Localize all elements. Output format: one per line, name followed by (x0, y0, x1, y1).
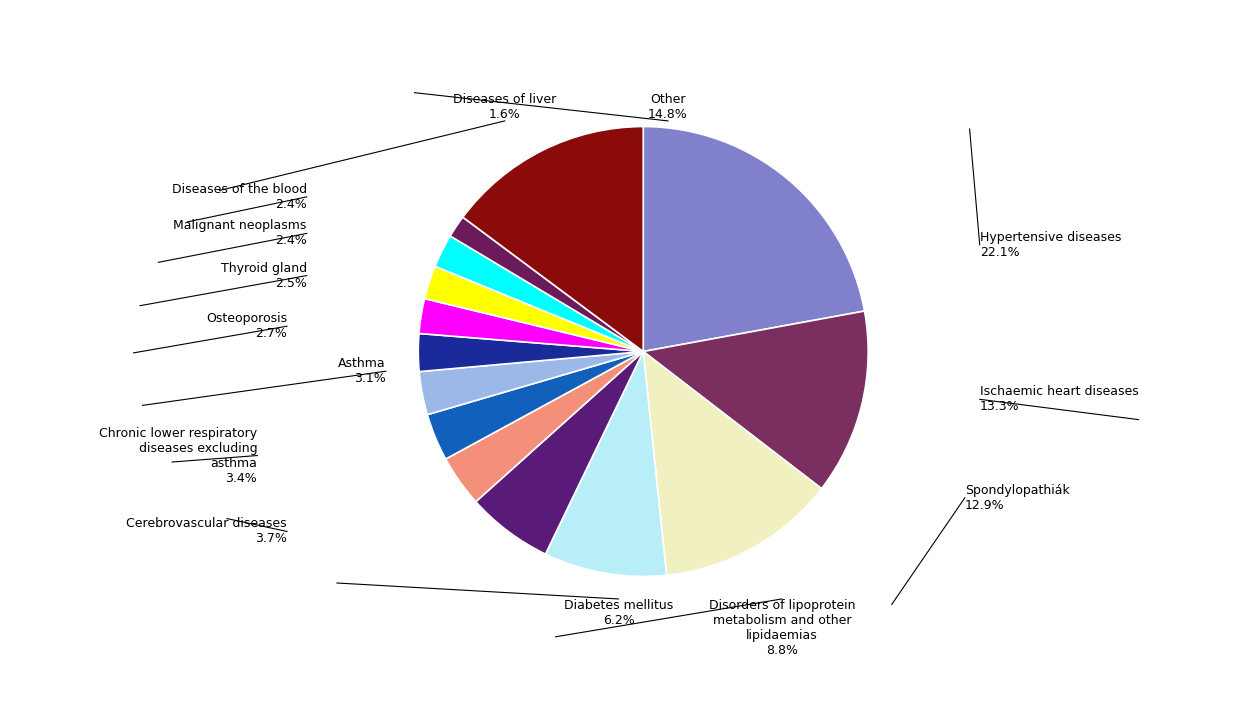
Text: Diseases of the blood
2.4%: Diseases of the blood 2.4% (172, 183, 307, 211)
Wedge shape (424, 266, 643, 352)
Text: Spondylopathiák
12.9%: Spondylopathiák 12.9% (965, 484, 1070, 512)
Wedge shape (419, 352, 643, 415)
Text: Diseases of liver
1.6%: Diseases of liver 1.6% (453, 93, 557, 121)
Wedge shape (546, 352, 667, 576)
Text: Diabetes mellitus
6.2%: Diabetes mellitus 6.2% (564, 599, 673, 627)
Wedge shape (643, 352, 821, 575)
Text: Other
14.8%: Other 14.8% (648, 93, 688, 121)
Wedge shape (435, 236, 643, 352)
Wedge shape (445, 352, 643, 502)
Wedge shape (643, 127, 865, 352)
Wedge shape (643, 311, 868, 489)
Wedge shape (418, 333, 643, 372)
Text: Disorders of lipoprotein
metabolism and other
lipidaemias
8.8%: Disorders of lipoprotein metabolism and … (709, 599, 855, 657)
Wedge shape (450, 217, 643, 352)
Text: Chronic lower respiratory
diseases excluding
asthma
3.4%: Chronic lower respiratory diseases exclu… (99, 427, 257, 484)
Text: Hypertensive diseases
22.1%: Hypertensive diseases 22.1% (980, 231, 1121, 259)
Text: Malignant neoplasms
2.4%: Malignant neoplasms 2.4% (173, 219, 307, 247)
Wedge shape (427, 352, 643, 459)
Wedge shape (476, 352, 643, 554)
Wedge shape (419, 299, 643, 352)
Text: Ischaemic heart diseases
13.3%: Ischaemic heart diseases 13.3% (980, 385, 1138, 413)
Text: Asthma
3.1%: Asthma 3.1% (338, 357, 386, 385)
Text: Cerebrovascular diseases
3.7%: Cerebrovascular diseases 3.7% (126, 517, 287, 546)
Text: Thyroid gland
2.5%: Thyroid gland 2.5% (220, 262, 307, 290)
Text: Osteoporosis
2.7%: Osteoporosis 2.7% (205, 312, 287, 340)
Wedge shape (463, 127, 643, 352)
